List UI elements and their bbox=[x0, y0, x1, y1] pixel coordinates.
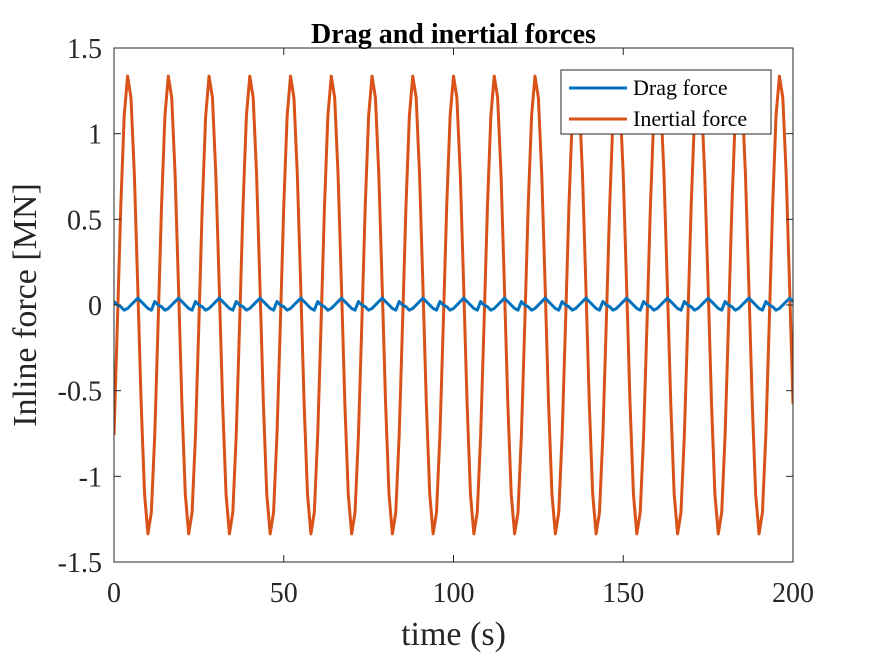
ticks-layer: 0 50 100 150 200 -1.5 -1 -0.5 0 0.5 1 1.5 bbox=[58, 34, 814, 609]
series-line-drag-force bbox=[114, 296, 793, 312]
y-tick-label: 0 bbox=[88, 291, 102, 322]
legend-box bbox=[560, 69, 772, 135]
series-line-inertial-force bbox=[114, 74, 793, 536]
series-layer bbox=[114, 74, 793, 536]
y-tick-label: -0.5 bbox=[58, 377, 102, 408]
x-tick-label: 0 bbox=[107, 578, 121, 609]
x-tick-label: 150 bbox=[602, 578, 644, 609]
x-axis-label: time (s) bbox=[401, 616, 506, 653]
legend: Drag force Inertial force bbox=[560, 69, 772, 135]
y-tick-label: 1.5 bbox=[67, 34, 102, 65]
y-tick-label: 0.5 bbox=[67, 205, 102, 236]
y-tick-label: -1 bbox=[79, 462, 102, 493]
y-tick-label: -1.5 bbox=[58, 548, 102, 579]
y-axis-label: Inline force [MN] bbox=[7, 183, 44, 427]
legend-label-inertial: Inertial force bbox=[633, 106, 747, 131]
x-tick-label: 50 bbox=[270, 578, 298, 609]
x-tick-label: 200 bbox=[772, 578, 814, 609]
x-tick-label: 100 bbox=[433, 578, 475, 609]
y-tick-label: 1 bbox=[88, 120, 102, 151]
legend-label-drag: Drag force bbox=[633, 75, 728, 100]
chart-title: Drag and inertial forces bbox=[311, 19, 596, 50]
